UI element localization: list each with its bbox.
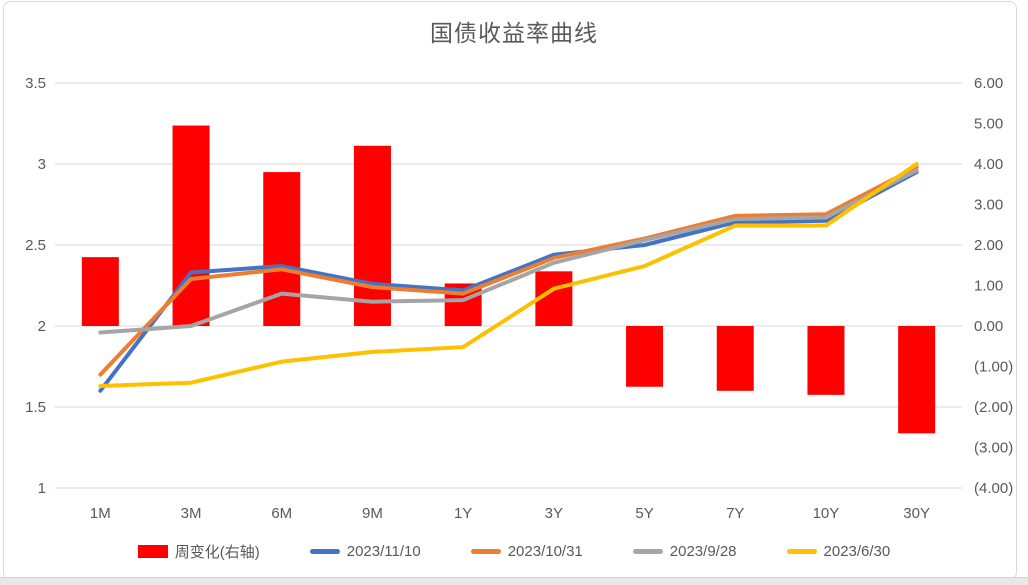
x-axis-tick-label: 6M	[271, 505, 292, 522]
legend-item-2023-11-10: 2023/11/10	[309, 543, 421, 560]
x-axis-tick-label: 5Y	[635, 505, 653, 522]
chart-title: 国债收益率曲线	[430, 20, 598, 46]
legend-line-swatch	[309, 549, 340, 554]
y-axis-right-tick-label: 0.00	[974, 318, 1003, 335]
x-axis-tick-label: 1M	[90, 505, 111, 522]
y-axis-right-tick-label: 5.00	[974, 116, 1003, 133]
legend-line-swatch	[470, 549, 501, 554]
legend-line-swatch	[632, 549, 663, 554]
y-axis-left-tick-label: 1.5	[25, 399, 46, 416]
y-axis-right-tick-label: 1.00	[974, 278, 1003, 295]
bar-week-change	[263, 172, 301, 326]
x-axis-tick-label: 9M	[362, 505, 383, 522]
y-axis-right-tick-label: (2.00)	[974, 399, 1013, 416]
x-axis-tick-label: 1Y	[454, 505, 472, 522]
bottom-strip	[0, 577, 1028, 585]
legend-bar-swatch	[137, 545, 168, 558]
legend-item-2023-9-28: 2023/9/28	[632, 543, 737, 560]
y-axis-left-tick-label: 1	[38, 480, 46, 497]
legend-line-swatch	[786, 549, 817, 554]
x-axis-tick-label: 3Y	[545, 505, 563, 522]
y-axis-left-tick-label: 2	[38, 318, 46, 335]
bar-week-change	[353, 145, 391, 326]
legend-label: 2023/9/28	[669, 543, 737, 560]
legend-label: 2023/6/30	[823, 543, 891, 560]
bar-week-change	[81, 257, 119, 326]
y-axis-left-tick-label: 3	[38, 156, 46, 173]
chart-frame	[3, 1, 1017, 580]
legend-label: 周变化(右轴)	[174, 544, 260, 561]
legend-item-2023-6-30: 2023/6/30	[786, 543, 891, 560]
bar-week-change	[898, 326, 936, 434]
line-series-2023-11-10	[98, 170, 919, 393]
legend-item-2023-10-31: 2023/10/31	[470, 543, 583, 560]
legend-label: 2023/11/10	[346, 543, 421, 560]
line-series-2023-10-31	[98, 165, 919, 377]
bar-week-change	[716, 326, 754, 391]
y-axis-right-tick-label: 6.00	[974, 75, 1003, 92]
legend-item-周变化-右轴-: 周变化(右轴)	[137, 541, 260, 562]
bar-week-change	[172, 125, 210, 327]
bar-week-change	[626, 326, 664, 387]
y-axis-left-tick-label: 2.5	[25, 237, 46, 254]
chart-legend: 周变化(右轴) 2023/11/10 2023/10/31 2023/9/28 2023…	[0, 541, 1028, 562]
x-axis-tick-label: 3M	[181, 505, 202, 522]
y-axis-right-tick-label: 3.00	[974, 197, 1003, 214]
legend-label: 2023/10/31	[507, 543, 583, 560]
line-series-2023-6-30	[98, 162, 919, 388]
bar-week-change	[807, 326, 845, 395]
line-series-2023-9-28	[98, 168, 919, 335]
x-axis-tick-label: 30Y	[903, 505, 930, 522]
y-axis-left-tick-label: 3.5	[25, 75, 46, 92]
y-axis-right-tick-label: 4.00	[974, 156, 1003, 173]
y-axis-right-tick-label: (1.00)	[974, 359, 1013, 376]
x-axis-tick-label: 7Y	[726, 505, 744, 522]
y-axis-right-tick-label: (3.00)	[974, 440, 1013, 457]
y-axis-right-tick-label: (4.00)	[974, 480, 1013, 497]
x-axis-tick-label: 10Y	[813, 505, 840, 522]
y-axis-right-tick-label: 2.00	[974, 237, 1003, 254]
